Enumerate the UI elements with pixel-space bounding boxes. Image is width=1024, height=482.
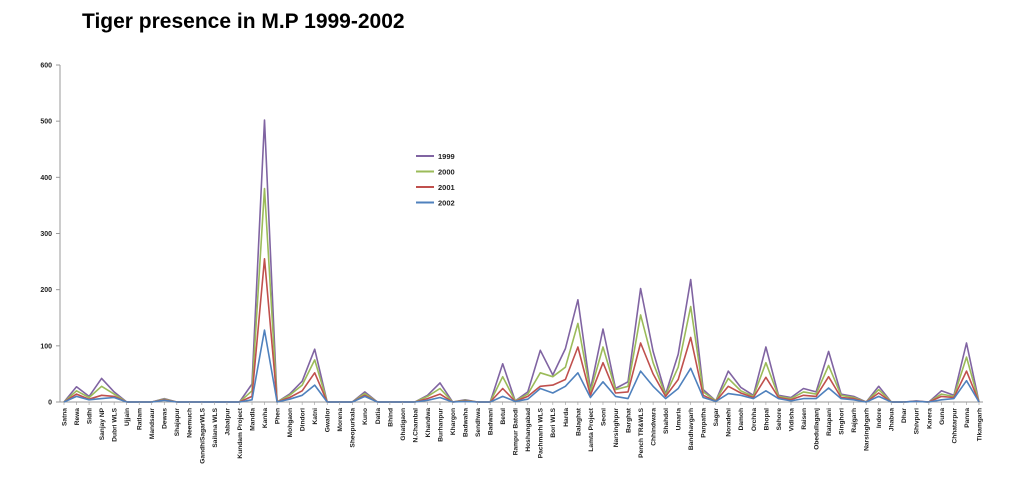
x-tick-label: Bori WLS xyxy=(550,407,557,437)
x-tick-label: Sehore xyxy=(776,408,783,431)
x-tick-label: Indore xyxy=(876,408,883,428)
x-tick-label: Panna xyxy=(964,408,971,428)
x-tick-label: Rajgarh xyxy=(851,408,858,433)
y-tick-label: 200 xyxy=(40,287,52,294)
x-tick-label: Dubri WLS xyxy=(112,407,119,441)
y-tick-label: 500 xyxy=(40,119,52,126)
x-tick-label: Singhori xyxy=(839,408,846,435)
legend-label-1999: 1999 xyxy=(438,152,455,161)
series-line-1999 xyxy=(63,119,980,403)
x-tick-label: Shajapur xyxy=(174,408,181,437)
x-tick-label: Phen xyxy=(274,408,281,424)
x-tick-label: Katni xyxy=(312,408,319,425)
x-tick-label: Hoshangabad xyxy=(525,408,532,452)
x-tick-label: Ghatigaon xyxy=(400,408,407,441)
x-tick-label: Sidhi xyxy=(86,408,93,424)
x-tick-label: Bhopal xyxy=(763,408,770,431)
x-tick-label: Mohgaon xyxy=(287,408,294,437)
x-tick-label: Chhindwara xyxy=(651,408,658,446)
x-tick-label: Panpatha xyxy=(701,408,708,438)
x-tick-label: Orchha xyxy=(751,408,758,431)
x-tick-label: Sagar xyxy=(713,408,720,427)
x-tick-label: Obedullaganj xyxy=(813,408,820,450)
x-tick-label: Datia xyxy=(375,408,382,424)
x-tick-label: Dindori xyxy=(300,408,307,431)
x-tick-label: Bandhavgarh xyxy=(688,408,695,450)
x-tick-label: Mandsaur xyxy=(149,408,156,440)
x-tick-label: Noradehi xyxy=(726,408,733,437)
y-tick-label: 100 xyxy=(40,343,52,350)
x-tick-label: Lamta Project xyxy=(588,407,595,451)
x-tick-label: Vidisha xyxy=(788,408,795,432)
series-layer xyxy=(63,119,980,403)
x-tick-label: Shahdol xyxy=(663,408,670,434)
x-tick-label: Ujjain xyxy=(124,408,131,426)
x-tick-label: Pench TR&WLS xyxy=(638,407,645,457)
x-tick-label: Jabalpur xyxy=(224,408,231,436)
x-tick-label: Narsinghpur xyxy=(613,408,620,448)
x-tick-label: Burhanpur xyxy=(437,408,444,442)
x-tick-label: Betul xyxy=(500,408,507,425)
x-tick-label: Ratapani xyxy=(826,408,833,436)
x-tick-label: Neemuch xyxy=(187,408,194,438)
x-tick-label: Chhatarpur xyxy=(951,408,958,444)
x-tick-label: Kundam Project xyxy=(237,407,244,458)
x-tick-label: Umaria xyxy=(676,408,683,431)
series-line-2002 xyxy=(63,329,980,403)
x-tick-label: Seoni xyxy=(600,408,607,426)
x-tick-label: Narsinghgarh xyxy=(864,408,871,451)
x-tick-label: Sheopurkala xyxy=(350,408,357,448)
x-tick-label: Shivpuri xyxy=(914,408,921,435)
x-tick-label: Satna xyxy=(61,408,68,426)
x-tick-label: Dhar xyxy=(901,408,908,423)
x-tick-label: Guna xyxy=(939,408,946,425)
x-tick-label: Jhabua xyxy=(889,408,896,431)
x-tick-label: Pachmarhi WLS xyxy=(538,407,545,458)
x-tick-label: Harda xyxy=(563,408,570,427)
x-tick-label: Sendhwa xyxy=(475,408,482,437)
x-tick-label: Bhind xyxy=(387,408,394,427)
x-tick-label: N.Chambal xyxy=(412,408,419,443)
legend-label-2000: 2000 xyxy=(438,167,455,176)
x-tick-label: Khargon xyxy=(450,408,457,435)
x-tick-label: Barghat xyxy=(625,407,632,433)
x-tick-label: Morena xyxy=(337,408,344,432)
x-tick-label: Balaghat xyxy=(575,407,582,436)
y-tick-label: 0 xyxy=(48,400,52,407)
x-tick-label: Dewas xyxy=(162,408,169,429)
x-tick-label: Khandwa xyxy=(425,408,432,438)
x-tick-label: Sanjay NP xyxy=(99,407,106,440)
x-tick-label: Tikamgarh xyxy=(976,408,983,441)
y-tick-label: 600 xyxy=(40,63,52,70)
x-tick-label: Karera xyxy=(926,408,933,429)
x-tick-label: Sailana WLS xyxy=(212,407,219,447)
legend-label-2002: 2002 xyxy=(438,198,455,207)
x-tick-label: Rampur Batodi xyxy=(513,408,520,455)
x-tick-label: Badwani xyxy=(488,408,495,435)
x-tick-label: Gwalior xyxy=(325,408,332,433)
chart-title: Tiger presence in M.P 1999-2002 xyxy=(82,10,405,33)
series-line-2000 xyxy=(63,187,980,403)
x-tick-label: Mandla xyxy=(249,408,256,431)
series-line-2001 xyxy=(63,257,980,403)
x-tick-label: Kanha xyxy=(262,408,269,428)
legend-label-2001: 2001 xyxy=(438,183,455,192)
x-tick-label: Damoh xyxy=(738,408,745,430)
x-tick-label: Ratlam xyxy=(137,408,144,430)
y-tick-label: 400 xyxy=(40,175,52,182)
x-tick-label: Badwaha xyxy=(462,408,469,437)
x-tick-label: Rewa xyxy=(74,408,81,426)
y-tick-label: 300 xyxy=(40,231,52,238)
x-tick-label: Raisen xyxy=(801,408,808,430)
axes: 0 100 200 300 400 500 600 xyxy=(40,63,983,407)
x-tick-labels: Satna Rewa Sidhi Sanjay NP Dubri WLS Ujjain Ra… xyxy=(61,402,983,464)
x-tick-label: GandhiSagarWLS xyxy=(199,407,206,463)
legend: 1999 2000 2001 2002 xyxy=(416,152,455,207)
x-tick-label: Kuno xyxy=(362,408,369,425)
